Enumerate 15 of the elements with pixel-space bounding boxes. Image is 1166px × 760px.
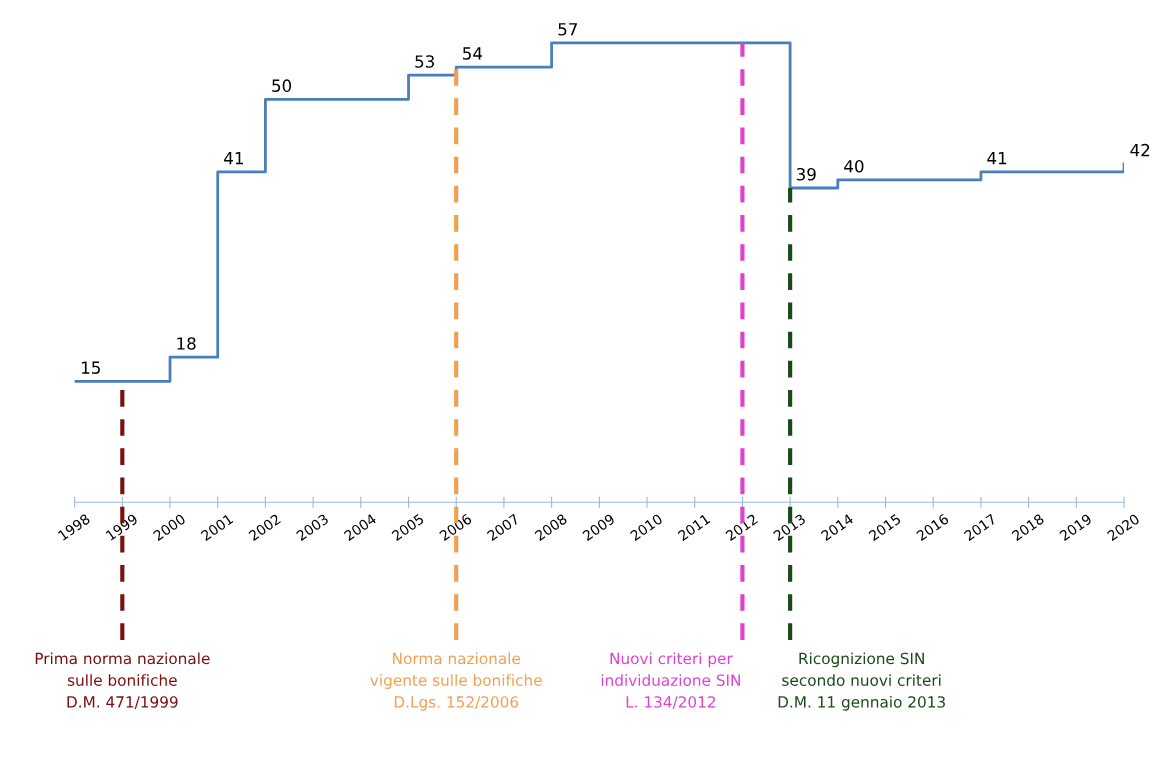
data-label: 41 [224, 152, 243, 165]
data-label: 40 [844, 159, 864, 173]
ref-line-label: Ricognizione SIN secondo nuovi criteri D.M. 11 gennaio 2013 [778, 652, 945, 711]
data-label: 57 [558, 23, 577, 36]
data-label: 39 [796, 167, 816, 181]
data-label: 53 [415, 55, 434, 68]
data-label: 41 [987, 152, 1007, 165]
data-label: 54 [463, 47, 483, 60]
data-label: 50 [272, 79, 292, 92]
ref-line-label: Norma nazionale vigente sulle bonifiche D.Lgs. 152/2006 [370, 652, 542, 711]
ref-line-label: Nuovi criteri per individuazione SIN L. 134/2012 [601, 652, 740, 709]
data-label: 42 [1130, 143, 1150, 157]
data-label: 18 [177, 337, 196, 350]
ref-line-label: Prima norma nazionale sulle bonifiche D.M. 471/1999 [35, 652, 210, 709]
data-label: 15 [82, 361, 100, 374]
